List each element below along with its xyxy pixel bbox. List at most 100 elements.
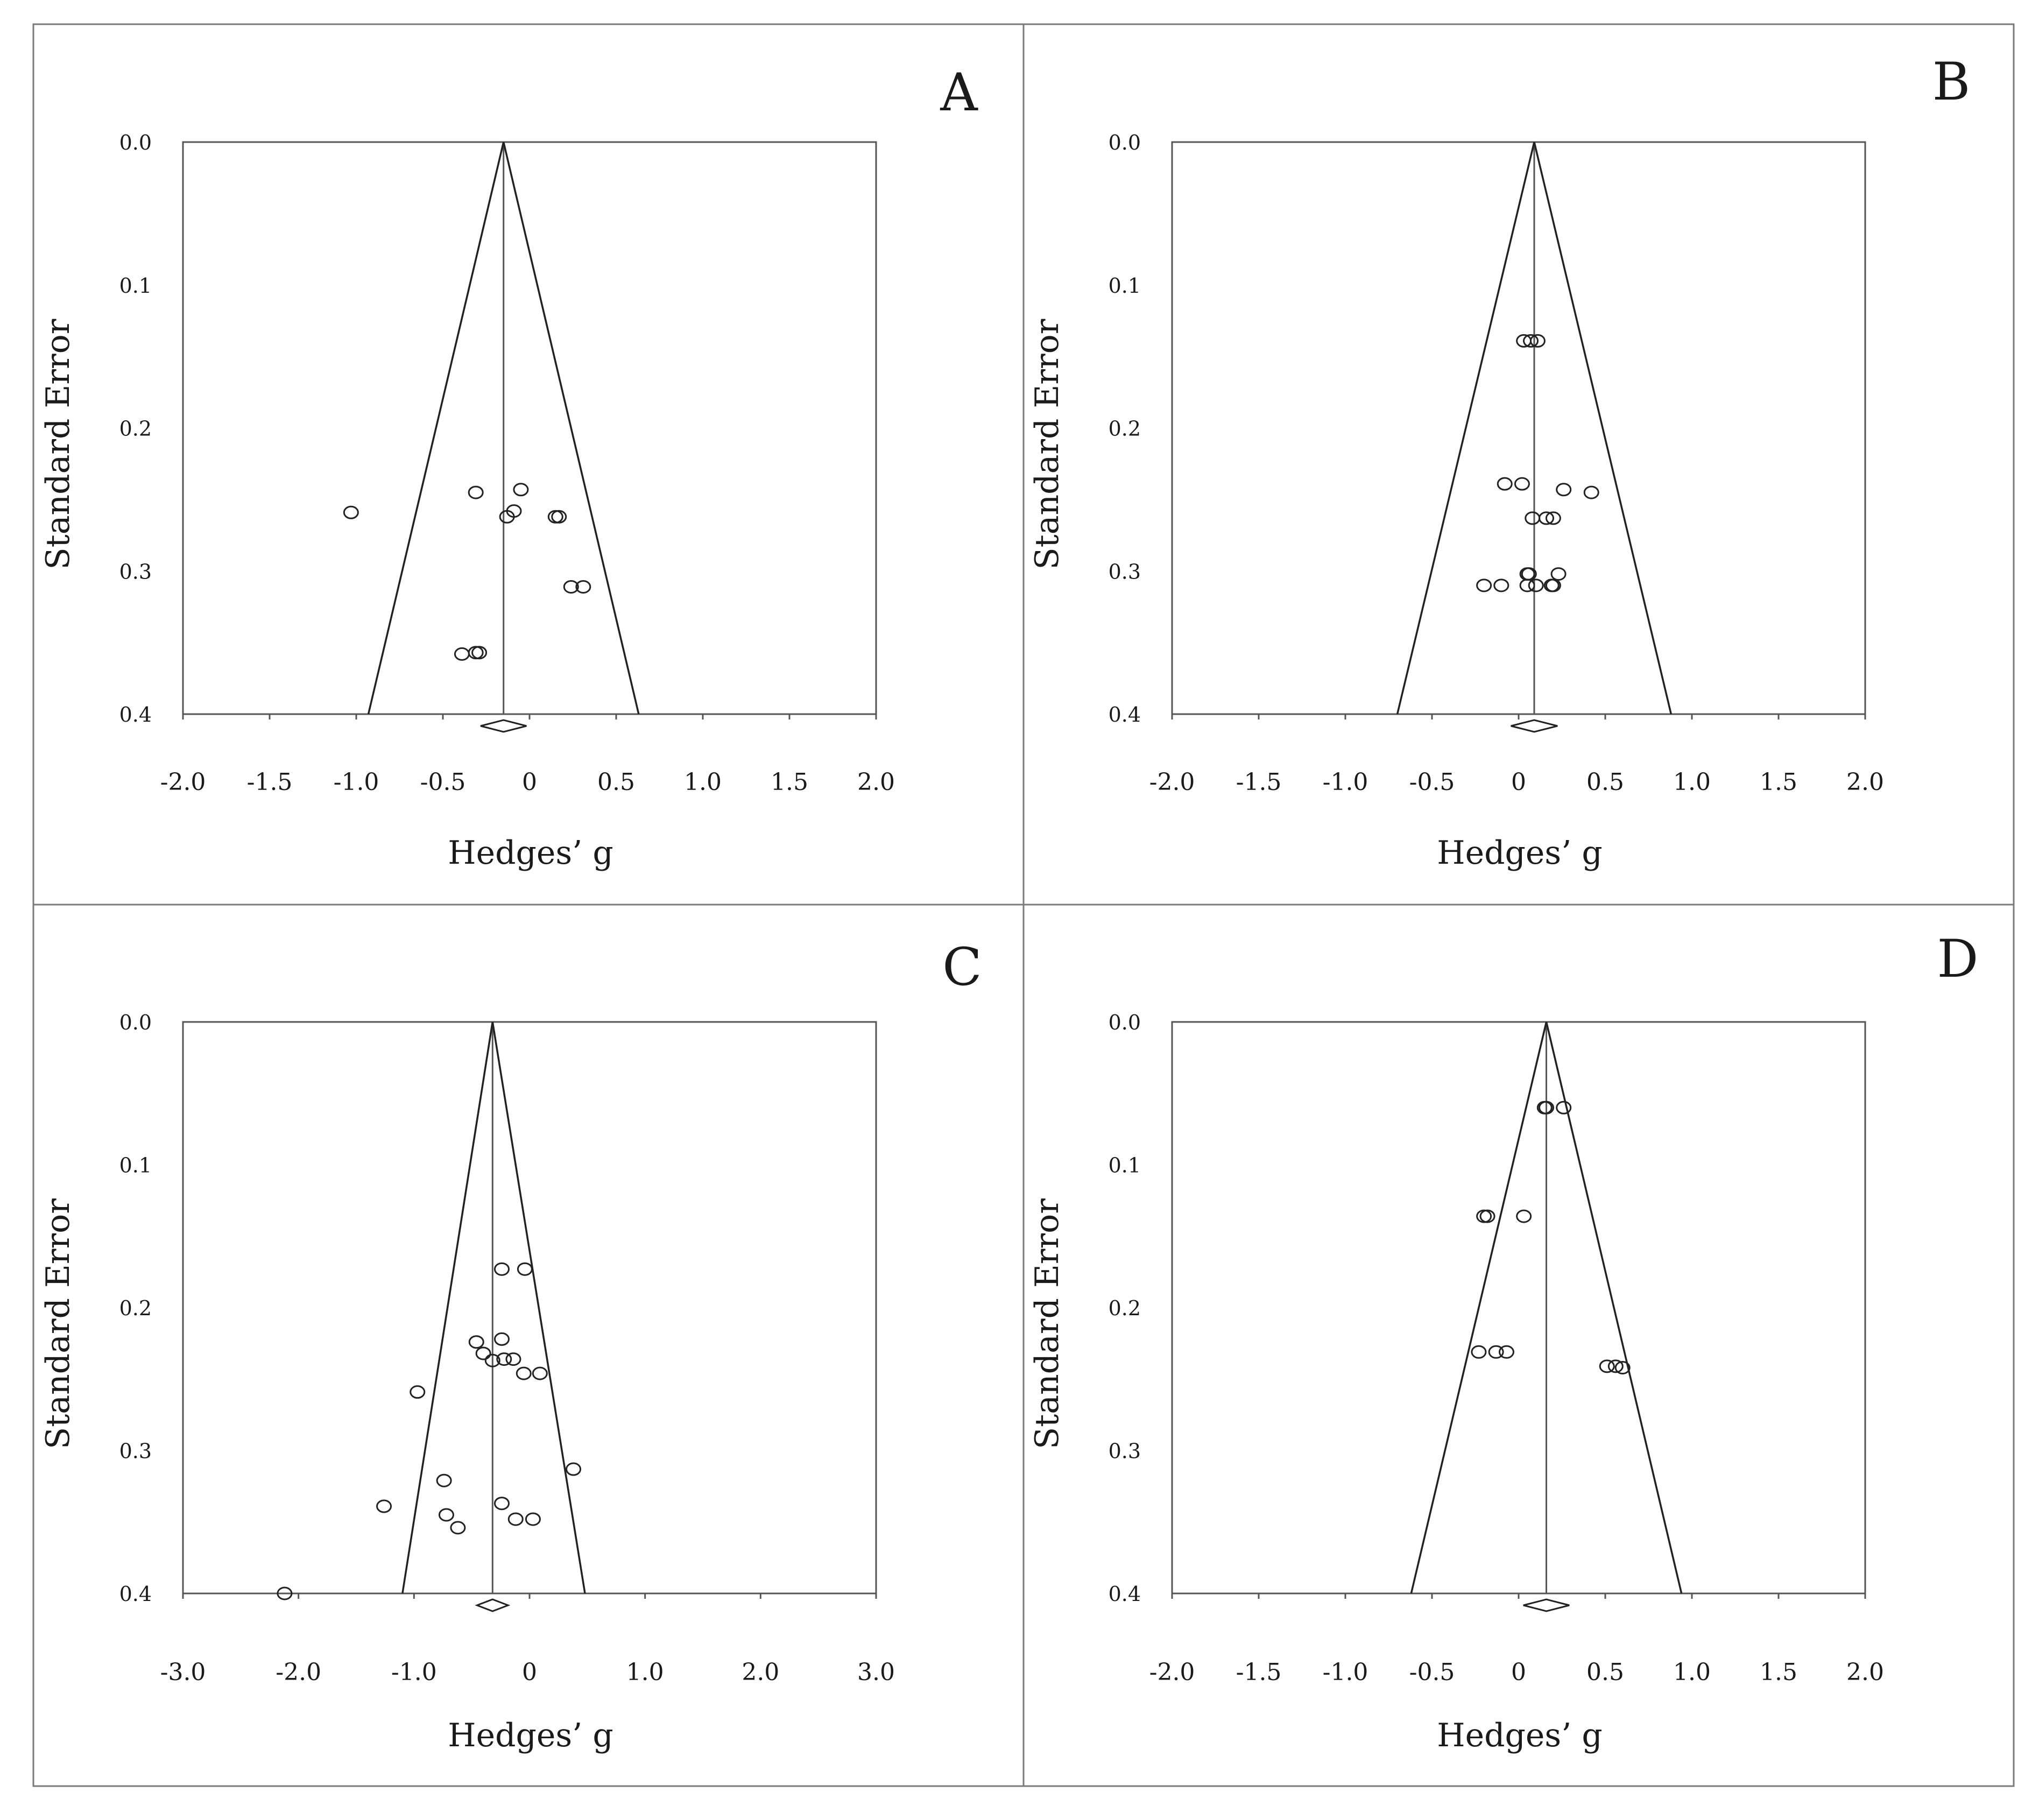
x-tick-label: 1.5 xyxy=(1760,1659,1797,1686)
y-axis-title: Standard Error xyxy=(1028,1198,1066,1449)
study-point xyxy=(1516,1209,1532,1223)
x-tick-label: -0.5 xyxy=(420,768,466,796)
y-tick-label: 0.0 xyxy=(119,131,152,154)
study-point xyxy=(507,1512,524,1526)
study-point xyxy=(1497,477,1513,491)
x-tick-label: -1.5 xyxy=(1236,768,1282,796)
x-tick-label: -2.0 xyxy=(1149,1659,1195,1686)
study-point xyxy=(450,1521,466,1535)
study-point xyxy=(1539,511,1555,525)
study-point xyxy=(1523,334,1539,348)
x-tick-label: 1.0 xyxy=(626,1659,664,1686)
summary-diamond xyxy=(475,1598,511,1612)
study-point xyxy=(1599,1359,1615,1373)
study-point xyxy=(1528,579,1544,592)
panel-b: -2.0 -1.5 -1.0 -0.5 0 0.5 1.0 1.5 2.0 0.0 0.1 0.2 0.… xyxy=(1028,52,1970,872)
x-tick-label: -1.5 xyxy=(247,768,293,796)
study-point xyxy=(436,1473,452,1487)
study-point xyxy=(566,1462,582,1476)
y-tick-label: 0.4 xyxy=(119,703,152,726)
study-point xyxy=(563,580,579,594)
study-point xyxy=(343,505,359,519)
study-point xyxy=(1519,579,1535,592)
study-point xyxy=(484,1353,500,1367)
summary-diamond xyxy=(480,719,527,733)
x-tick-label: 0 xyxy=(522,1659,537,1686)
panel-label: A xyxy=(940,62,978,123)
study-point xyxy=(1493,579,1509,592)
y-tick-label: 0.2 xyxy=(1109,1296,1141,1320)
y-tick-label: 0.4 xyxy=(1109,1582,1141,1606)
x-tick-label: -0.5 xyxy=(1409,768,1455,796)
study-point xyxy=(410,1385,426,1399)
y-tick-label: 0.0 xyxy=(1109,1011,1141,1034)
study-point xyxy=(1545,579,1561,592)
study-point xyxy=(1498,1345,1514,1359)
study-point xyxy=(1550,567,1567,581)
funnel-left-limit xyxy=(1396,142,1535,715)
funnel-right-limit xyxy=(502,142,640,715)
study-point xyxy=(277,1586,293,1600)
panel-a: -2.0 -1.5 -1.0 -0.5 0 0.5 1.0 1.5 2.0 0.0 0.1 0.2 0.… xyxy=(39,62,978,872)
study-point xyxy=(1556,483,1572,497)
study-point xyxy=(376,1499,392,1513)
study-point xyxy=(1488,1345,1504,1359)
study-point xyxy=(551,510,567,524)
y-axis-title: Standard Error xyxy=(1028,319,1066,569)
summary-diamond xyxy=(1523,1598,1570,1612)
study-point xyxy=(1545,511,1561,525)
study-point xyxy=(468,485,484,499)
x-axis-title: Hedges’ g xyxy=(1437,1717,1603,1754)
x-tick-label: 0 xyxy=(522,768,537,796)
study-point xyxy=(493,1497,510,1511)
x-tick-label: 2.0 xyxy=(1846,768,1884,796)
y-tick-label: 0.3 xyxy=(1109,560,1141,583)
x-tick-label: 1.0 xyxy=(1673,768,1711,796)
funnel-right-limit xyxy=(491,1021,586,1594)
x-tick-label: 1.0 xyxy=(1673,1659,1711,1686)
study-point xyxy=(468,1335,484,1349)
study-point xyxy=(525,1512,541,1526)
y-tick-label: 0.0 xyxy=(1109,131,1141,154)
y-tick-label: 0.2 xyxy=(119,417,152,441)
study-point xyxy=(471,646,488,660)
study-point xyxy=(493,1332,510,1346)
x-tick-label: 0.5 xyxy=(1586,768,1624,796)
study-point xyxy=(532,1366,548,1380)
funnel-left-limit xyxy=(401,1021,494,1594)
y-tick-label: 0.1 xyxy=(1109,274,1141,298)
x-tick-label: -1.0 xyxy=(391,1659,437,1686)
y-tick-label: 0.1 xyxy=(1109,1154,1141,1177)
study-point xyxy=(1583,485,1599,499)
y-tick-label: 0.4 xyxy=(119,1582,152,1606)
y-tick-label: 0.0 xyxy=(119,1011,152,1034)
y-tick-label: 0.2 xyxy=(119,1296,152,1320)
study-point xyxy=(438,1508,454,1522)
x-tick-label: 0.5 xyxy=(1586,1659,1624,1686)
study-point xyxy=(1556,1101,1572,1114)
x-tick-label: -2.0 xyxy=(160,768,206,796)
y-tick-label: 0.2 xyxy=(1109,417,1141,441)
panel-d: -2.0 -1.5 -1.0 -0.5 0 0.5 1.0 1.5 2.0 0.0 0.1 0.2 0.… xyxy=(1028,929,1978,1754)
x-tick-label: -1.0 xyxy=(1323,1659,1368,1686)
study-point xyxy=(517,1262,533,1276)
x-tick-label: 1.5 xyxy=(771,768,808,796)
x-axis-title: Hedges’ g xyxy=(448,1717,613,1754)
x-tick-label: 3.0 xyxy=(857,1659,895,1686)
study-point xyxy=(475,1346,491,1360)
x-tick-label: 1.0 xyxy=(684,768,722,796)
study-point xyxy=(575,580,591,594)
summary-diamond xyxy=(1511,719,1558,733)
x-tick-label: -2.0 xyxy=(1149,768,1195,796)
y-tick-label: 0.1 xyxy=(119,1154,152,1177)
x-tick-label: -3.0 xyxy=(160,1659,206,1686)
study-point xyxy=(1607,1359,1624,1373)
study-point xyxy=(1614,1361,1631,1375)
x-tick-label: -1.0 xyxy=(334,768,379,796)
x-tick-label: -2.0 xyxy=(276,1659,321,1686)
x-tick-label: 2.0 xyxy=(742,1659,779,1686)
x-tick-label: 0 xyxy=(1511,1659,1526,1686)
study-point xyxy=(505,1352,521,1366)
study-point xyxy=(1514,477,1530,491)
